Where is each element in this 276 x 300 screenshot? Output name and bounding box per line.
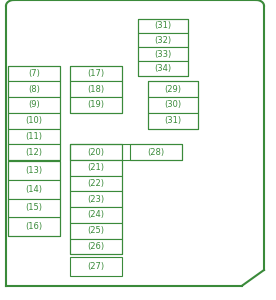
Text: (19): (19) xyxy=(87,100,105,109)
Text: (8): (8) xyxy=(28,85,40,94)
Bar xyxy=(70,97,122,113)
Bar xyxy=(70,223,122,239)
Bar xyxy=(70,81,122,97)
Bar xyxy=(8,66,60,81)
Text: (16): (16) xyxy=(25,222,43,231)
Bar xyxy=(8,161,60,180)
Text: (27): (27) xyxy=(87,262,105,271)
Bar xyxy=(8,161,60,236)
Text: (30): (30) xyxy=(164,100,182,109)
Text: (34): (34) xyxy=(155,64,172,73)
Bar xyxy=(138,61,188,76)
Bar xyxy=(70,160,122,176)
Bar xyxy=(70,144,122,254)
Text: (26): (26) xyxy=(87,242,105,251)
Bar xyxy=(8,129,60,144)
Bar xyxy=(138,19,188,76)
Bar xyxy=(70,257,122,276)
Text: (22): (22) xyxy=(87,179,105,188)
Text: (12): (12) xyxy=(25,148,43,157)
Bar xyxy=(148,113,198,129)
Text: (24): (24) xyxy=(87,211,105,220)
Bar xyxy=(8,66,60,160)
Bar xyxy=(70,207,122,223)
Bar xyxy=(8,199,60,217)
Bar xyxy=(130,144,182,160)
Bar xyxy=(148,97,198,113)
Text: (10): (10) xyxy=(25,116,43,125)
Bar xyxy=(148,81,198,129)
Text: (11): (11) xyxy=(25,132,43,141)
Text: (21): (21) xyxy=(87,164,105,172)
Text: (15): (15) xyxy=(25,203,43,212)
Bar xyxy=(148,81,198,97)
Bar xyxy=(70,144,182,160)
Bar xyxy=(70,66,122,113)
Bar xyxy=(70,66,122,81)
Text: (23): (23) xyxy=(87,195,105,204)
Bar xyxy=(70,191,122,207)
Bar xyxy=(8,180,60,199)
Bar xyxy=(8,144,60,160)
Text: (32): (32) xyxy=(155,35,172,44)
Text: (31): (31) xyxy=(164,116,182,125)
Bar xyxy=(138,47,188,62)
Text: (13): (13) xyxy=(25,166,43,175)
Text: (14): (14) xyxy=(25,185,43,194)
Bar xyxy=(70,144,122,160)
Text: (18): (18) xyxy=(87,85,105,94)
Text: (28): (28) xyxy=(147,148,164,157)
Text: (29): (29) xyxy=(164,85,182,94)
Text: (33): (33) xyxy=(154,50,172,59)
Bar xyxy=(70,238,122,254)
Text: (17): (17) xyxy=(87,69,105,78)
Text: (7): (7) xyxy=(28,69,40,78)
Bar xyxy=(8,81,60,97)
Bar xyxy=(8,97,60,113)
Text: (25): (25) xyxy=(87,226,105,235)
Text: (9): (9) xyxy=(28,100,40,109)
Bar xyxy=(8,113,60,129)
Text: (20): (20) xyxy=(87,148,105,157)
Bar xyxy=(138,19,188,33)
Bar xyxy=(138,33,188,47)
Text: (31): (31) xyxy=(155,21,172,30)
Bar xyxy=(70,176,122,191)
Bar xyxy=(8,217,60,236)
